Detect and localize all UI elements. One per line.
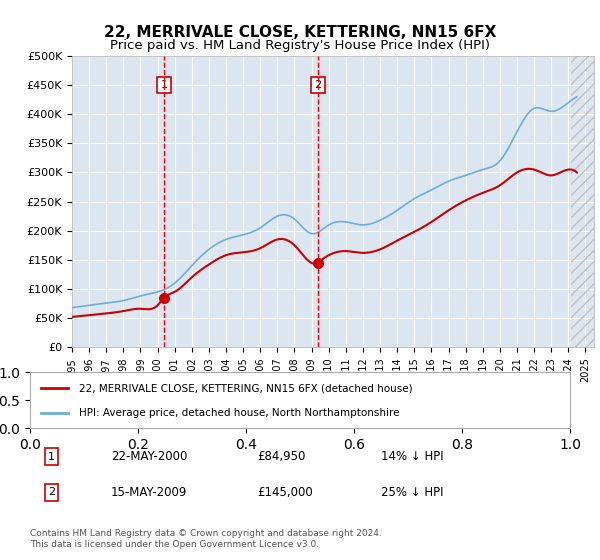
Text: 22, MERRIVALE CLOSE, KETTERING, NN15 6FX (detached house): 22, MERRIVALE CLOSE, KETTERING, NN15 6FX… <box>79 383 412 393</box>
Bar <box>571 56 594 347</box>
Text: 22, MERRIVALE CLOSE, KETTERING, NN15 6FX: 22, MERRIVALE CLOSE, KETTERING, NN15 6FX <box>104 25 496 40</box>
Text: £145,000: £145,000 <box>257 486 313 499</box>
Text: HPI: Average price, detached house, North Northamptonshire: HPI: Average price, detached house, Nort… <box>79 408 399 418</box>
Text: 14% ↓ HPI: 14% ↓ HPI <box>381 450 443 463</box>
Text: Contains HM Land Registry data © Crown copyright and database right 2024.
This d: Contains HM Land Registry data © Crown c… <box>30 529 382 549</box>
Text: 22-MAY-2000: 22-MAY-2000 <box>111 450 187 463</box>
Text: 2: 2 <box>314 80 322 90</box>
Text: 25% ↓ HPI: 25% ↓ HPI <box>381 486 443 499</box>
Text: £84,950: £84,950 <box>257 450 305 463</box>
Bar <box>571 56 594 347</box>
Text: Price paid vs. HM Land Registry's House Price Index (HPI): Price paid vs. HM Land Registry's House … <box>110 39 490 52</box>
Text: 15-MAY-2009: 15-MAY-2009 <box>111 486 187 499</box>
Text: 2: 2 <box>48 487 55 497</box>
Text: 1: 1 <box>48 452 55 462</box>
Text: 1: 1 <box>161 80 167 90</box>
